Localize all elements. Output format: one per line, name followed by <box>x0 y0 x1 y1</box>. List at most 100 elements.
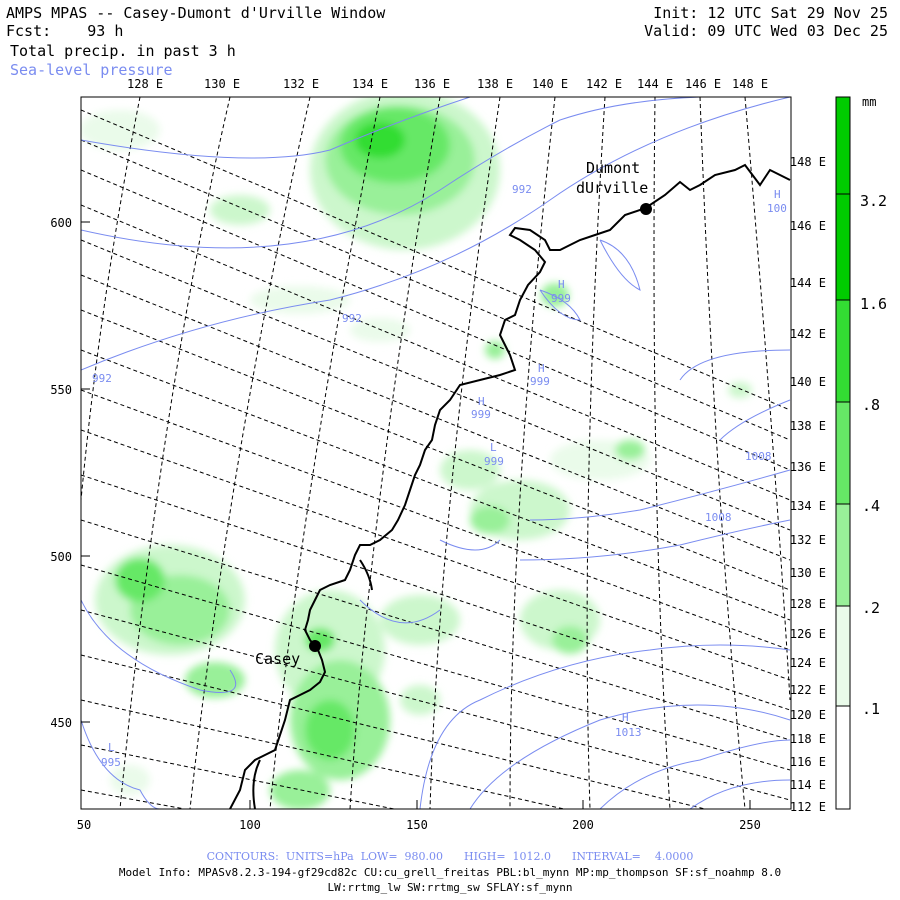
forecast-label: Fcst: 93 h <box>6 22 123 40</box>
lon-label: 126 E <box>790 627 826 641</box>
casey-marker <box>309 640 321 652</box>
casey-label: Casey <box>255 650 300 668</box>
precip-shading <box>81 97 752 809</box>
colorbar-unit: mm <box>862 95 876 109</box>
lon-label: 130 E <box>790 566 826 580</box>
x-label: 50 <box>77 818 91 832</box>
pressure-label: 1013 <box>615 726 642 739</box>
lon-label: 132 E <box>283 77 320 91</box>
lon-label: 128 E <box>790 597 826 611</box>
hl-marker: H <box>478 395 485 408</box>
hl-marker: L <box>490 441 497 454</box>
colorbar-label: .2 <box>862 599 880 617</box>
slp-contours <box>81 97 791 809</box>
hl-marker: H <box>622 711 629 724</box>
valid-time: Valid: 09 UTC Wed 03 Dec 25 <box>644 22 888 40</box>
lon-label: 130 E <box>204 77 241 91</box>
lon-label: 138 E <box>477 77 514 91</box>
colorbar-frame <box>835 96 851 810</box>
lon-label: 122 E <box>790 683 826 697</box>
x-label: 100 <box>239 818 261 832</box>
pressure-label: 999 <box>530 375 550 388</box>
contours-info: CONTOURS: UNITS=hPa LOW= 980.00 HIGH= 10… <box>206 850 694 863</box>
lon-label: 144 E <box>790 276 826 290</box>
hl-marker: H <box>538 362 545 375</box>
colorbar-segment <box>836 402 850 504</box>
pressure-label: 995 <box>101 756 121 769</box>
init-time: Init: 12 UTC Sat 29 Nov 25 <box>653 4 888 22</box>
y-label: 450 <box>50 716 72 730</box>
lon-label: 136 E <box>414 77 451 91</box>
lon-label: 124 E <box>790 656 826 670</box>
dumont-marker <box>640 203 652 215</box>
pressure-label: 1008 <box>745 450 772 463</box>
pressure-label: 992 <box>92 372 112 385</box>
model-info: Model Info: MPASv8.2.3-194-gf29cd82c CU:… <box>118 866 782 879</box>
lon-label: 136 E <box>790 460 826 474</box>
hl-marker: H <box>558 278 565 291</box>
lon-label: 144 E <box>637 77 674 91</box>
colorbar-label: .4 <box>862 497 880 515</box>
fcst-hours: 93 h <box>87 22 124 40</box>
lon-label: 134 E <box>352 77 389 91</box>
pressure-label: 999 <box>484 455 504 468</box>
y-label: 600 <box>50 216 72 230</box>
field-precip-label: Total precip. in past 3 h <box>10 42 236 60</box>
graticule <box>81 97 791 809</box>
colorbar: mm 3.2 1.6 .8 .4 .2 .1 <box>835 95 887 810</box>
lon-label: 112 E <box>790 800 826 814</box>
lon-label: 128 E <box>127 77 164 91</box>
station-dumont-durville: Dumont dUrville <box>576 159 652 215</box>
lon-label: 142 E <box>790 327 826 341</box>
colorbar-segment <box>836 194 850 300</box>
y-axis <box>81 221 751 809</box>
dumont-label-line1: Dumont <box>586 159 640 177</box>
colorbar-label: 3.2 <box>860 192 887 210</box>
pressure-label: 992 <box>512 183 532 196</box>
coastline <box>229 163 791 809</box>
colorbar-label: .1 <box>862 700 880 718</box>
physics-info: LW:rrtmg_lw SW:rrtmg_sw SFLAY:sf_mynn <box>327 881 573 894</box>
y-label: 500 <box>50 550 72 564</box>
colorbar-segment <box>836 504 850 606</box>
pressure-labels: 992 992 992 999 999 999 999 1008 1008 10… <box>92 183 787 769</box>
pressure-label: 1008 <box>705 511 732 524</box>
lon-label: 140 E <box>790 375 826 389</box>
right-lon-labels: 148 E 146 E 144 E 142 E 140 E 138 E 136 … <box>790 155 826 814</box>
x-label: 150 <box>406 818 428 832</box>
dumont-label-line2: dUrville <box>576 179 648 197</box>
colorbar-label: .8 <box>862 396 880 414</box>
lon-label: 120 E <box>790 708 826 722</box>
x-axis-labels: 50 100 150 200 250 <box>77 818 761 832</box>
lon-label: 146 E <box>790 219 826 233</box>
map-frame <box>80 96 792 810</box>
fcst-label: Fcst: <box>6 22 52 40</box>
pressure-label: 999 <box>551 292 571 305</box>
lon-label: 148 E <box>790 155 826 169</box>
lon-label: 140 E <box>532 77 569 91</box>
high-low-markers: H H H L H L H <box>108 188 781 754</box>
lon-label: 142 E <box>586 77 623 91</box>
hl-marker: L <box>108 741 115 754</box>
lon-label: 146 E <box>685 77 722 91</box>
station-casey: Casey <box>255 640 321 668</box>
x-label: 200 <box>572 818 594 832</box>
colorbar-segment <box>836 97 850 194</box>
pressure-label: 992 <box>342 312 362 325</box>
y-label: 550 <box>50 383 72 397</box>
y-axis-labels: 600 550 500 450 <box>50 216 72 730</box>
lon-label: 134 E <box>790 499 826 513</box>
lon-label: 118 E <box>790 732 826 746</box>
lon-label: 138 E <box>790 419 826 433</box>
colorbar-segment <box>836 606 850 706</box>
lon-label: 132 E <box>790 533 826 547</box>
colorbar-label: 1.6 <box>860 295 887 313</box>
field-slp-label: Sea-level pressure <box>10 61 173 79</box>
pressure-label: 100 <box>767 202 787 215</box>
pressure-label: 999 <box>471 408 491 421</box>
map-title: AMPS MPAS -- Casey-Dumont d'Urville Wind… <box>6 4 386 22</box>
x-label: 250 <box>739 818 761 832</box>
lon-label: 114 E <box>790 778 826 792</box>
lon-label: 116 E <box>790 755 826 769</box>
